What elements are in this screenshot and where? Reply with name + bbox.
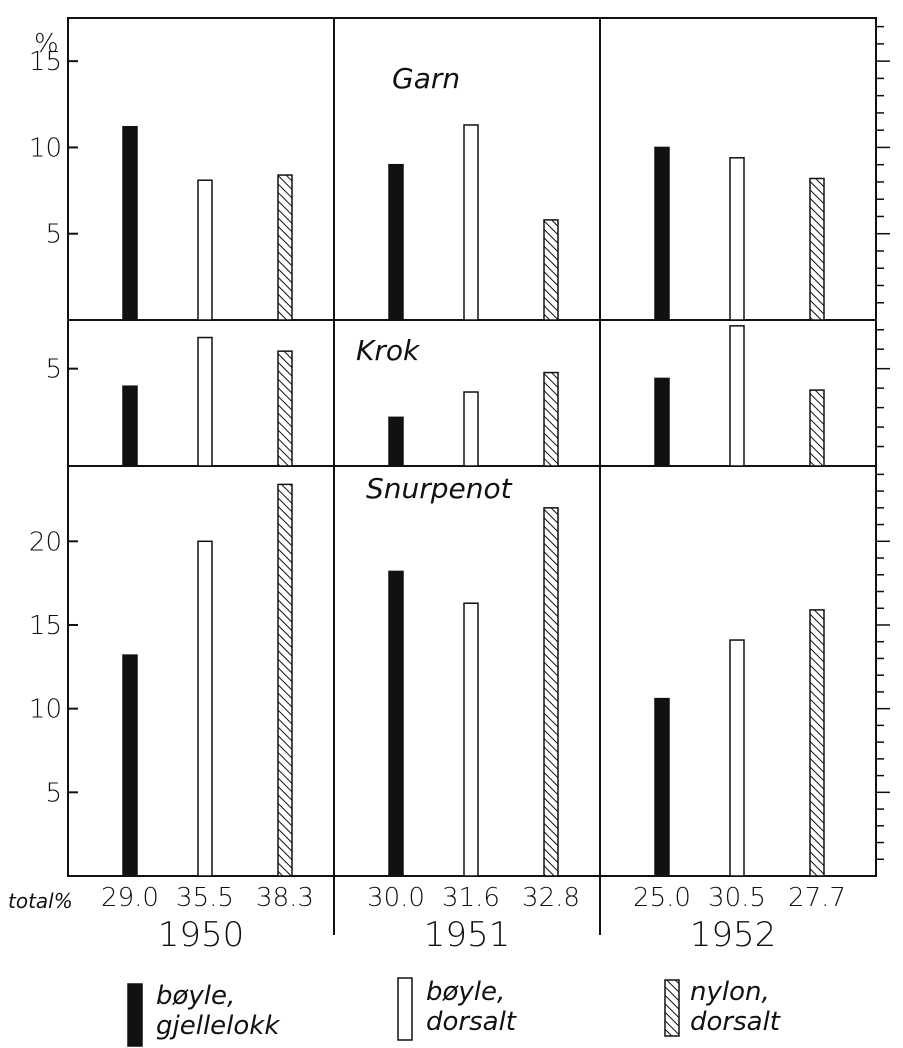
bar-krok-1952-nylon xyxy=(809,389,825,467)
y-tick-label-2-3: 20 xyxy=(29,527,62,557)
year-label-1951: 1951 xyxy=(424,915,511,955)
bar-krok-1950-gjellelokk xyxy=(122,385,138,467)
panel-title-2: Snurpenot xyxy=(366,472,513,505)
legend-dorsalt-line1: bøyle, xyxy=(426,977,505,1007)
legend-swatch-dorsalt xyxy=(397,977,413,1041)
bar-snurpenot-1952-gjellelokk xyxy=(654,697,670,877)
bar-snurpenot-1950-dorsalt xyxy=(197,540,213,877)
year-label-1952: 1952 xyxy=(690,915,777,955)
bar-garn-1950-nylon xyxy=(277,174,293,321)
y-tick-label-0-1: 10 xyxy=(29,133,62,163)
total-1951-nylon: 32.8 xyxy=(522,883,580,913)
bars xyxy=(122,124,825,877)
bar-krok-1951-nylon xyxy=(543,371,559,467)
y-tick-label-2-1: 10 xyxy=(29,695,62,725)
total-1952-dorsalt: 30.5 xyxy=(708,883,766,913)
total-1952-gjellelokk: 25.0 xyxy=(633,883,691,913)
total-1950-nylon: 38.3 xyxy=(256,883,314,913)
y-tick-label-0-2: 15 xyxy=(29,47,62,77)
legend-gjellelokk-line1: bøyle, xyxy=(156,981,235,1011)
bar-garn-1952-dorsalt xyxy=(729,157,745,321)
legend-gjellelokk-line2: gjellelokk xyxy=(156,1011,280,1041)
y-unit-label: % xyxy=(34,29,59,59)
total-1952-nylon: 27.7 xyxy=(788,883,846,913)
bar-krok-1951-gjellelokk xyxy=(388,416,404,467)
y-tick-label-0-0: 5 xyxy=(45,220,62,250)
legend: bøyle, gjellelokk bøyle, dorsalt nylon, … xyxy=(127,977,781,1047)
legend-nylon-line1: nylon, xyxy=(690,977,770,1007)
legend-nylon-line2: dorsalt xyxy=(690,1007,781,1037)
bar-garn-1952-nylon xyxy=(809,177,825,321)
right-axis-ticks xyxy=(876,25,890,861)
bar-garn-1951-gjellelokk xyxy=(388,163,404,321)
year-label-1950: 1950 xyxy=(158,915,245,955)
labels: Garn 5 10 15 Krok 5 Snurpenot 5 10 15 20 total% 29.0… xyxy=(8,47,846,955)
total-1951-gjellelokk: 30.0 xyxy=(367,883,425,913)
bar-krok-1952-dorsalt xyxy=(729,325,745,467)
bar-snurpenot-1950-gjellelokk xyxy=(122,654,138,877)
bar-snurpenot-1951-nylon xyxy=(543,507,559,877)
bar-garn-1952-gjellelokk xyxy=(654,146,670,321)
y-tick-label-1-0: 5 xyxy=(45,355,62,385)
total-1950-dorsalt: 35.5 xyxy=(176,883,234,913)
total-1951-dorsalt: 31.6 xyxy=(442,883,500,913)
bar-snurpenot-1952-dorsalt xyxy=(729,639,745,877)
bar-garn-1950-gjellelokk xyxy=(122,125,138,321)
bar-krok-1950-dorsalt xyxy=(197,336,213,467)
bar-krok-1950-nylon xyxy=(277,350,293,467)
bar-krok-1951-dorsalt xyxy=(463,391,479,467)
legend-swatch-nylon xyxy=(664,979,680,1037)
panel-title-1: Krok xyxy=(356,334,421,367)
bar-garn-1950-dorsalt xyxy=(197,179,213,321)
legend-swatch-gjellelokk xyxy=(127,983,143,1047)
total-1950-gjellelokk: 29.0 xyxy=(101,883,159,913)
bar-garn-1951-nylon xyxy=(543,219,559,321)
bar-krok-1952-gjellelokk xyxy=(654,377,670,467)
bar-snurpenot-1952-nylon xyxy=(809,609,825,877)
y-tick-label-2-2: 15 xyxy=(29,611,62,641)
y-axis-ticks xyxy=(68,60,78,794)
totals-label: total% xyxy=(8,889,73,913)
panel-title-0: Garn xyxy=(392,62,460,95)
bar-snurpenot-1950-nylon xyxy=(277,483,293,877)
bar-snurpenot-1951-gjellelokk xyxy=(388,570,404,877)
y-tick-label-2-0: 5 xyxy=(45,778,62,808)
bar-garn-1951-dorsalt xyxy=(463,124,479,321)
legend-dorsalt-line2: dorsalt xyxy=(426,1007,517,1037)
bar-snurpenot-1951-dorsalt xyxy=(463,602,479,877)
